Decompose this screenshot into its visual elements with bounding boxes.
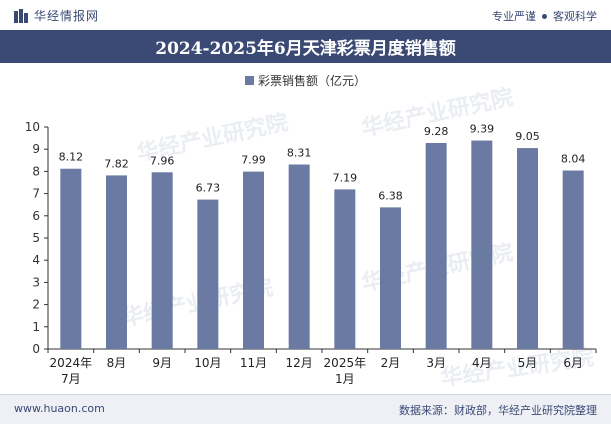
bar [288, 164, 310, 349]
data-label: 9.39 [470, 123, 495, 136]
y-tick-label: 3 [32, 275, 40, 289]
x-tick-label: 7月 [61, 372, 81, 386]
bar [380, 207, 401, 349]
y-tick-label: 1 [32, 320, 40, 334]
bar [106, 175, 127, 349]
x-tick-label: 2025年 [324, 356, 367, 370]
x-tick-label: 4月 [472, 356, 492, 370]
brand: 华经情报网 [14, 7, 99, 24]
tagline-left: 专业严谨 [492, 10, 536, 23]
data-label: 6.73 [196, 182, 221, 195]
data-label: 8.04 [561, 153, 586, 166]
y-tick-label: 10 [25, 120, 40, 134]
y-tick-label: 9 [32, 142, 40, 156]
chart-title-bar: 2024-2025年6月天津彩票月度销售额 [0, 30, 611, 63]
x-tick-label: 10月 [194, 356, 221, 370]
footer-source: 数据来源：财政部，华经产业研究院整理 [399, 404, 597, 417]
data-label: 9.28 [424, 125, 449, 138]
y-tick-label: 2 [32, 298, 40, 312]
top-bar: 华经情报网 专业严谨 客观科学 [0, 0, 611, 30]
x-tick-label: 12月 [286, 356, 313, 370]
x-tick-label: 8月 [107, 356, 127, 370]
data-label: 8.12 [59, 151, 84, 164]
chart-legend: 彩票销售额（亿元） [0, 70, 611, 90]
data-label: 9.05 [515, 130, 540, 143]
data-label: 7.82 [104, 157, 129, 170]
x-tick-label: 1月 [335, 372, 355, 386]
bar [562, 170, 584, 349]
tagline: 专业严谨 客观科学 [492, 8, 597, 24]
footer: www.huaon.com 数据来源：财政部，华经产业研究院整理 [0, 394, 611, 424]
x-tick-label: 2024年 [50, 356, 93, 370]
brand-logo-icon [14, 8, 28, 23]
x-tick-label: 5月 [518, 356, 538, 370]
data-label: 7.99 [241, 154, 266, 167]
legend-swatch-icon [244, 75, 254, 85]
chart-title: 2024-2025年6月天津彩票月度销售额 [155, 39, 456, 59]
bar-chart: 0 1 2 3 4 5 6 7 8 9 10 8.12 2024年 7月 7.82 8月 7.96 9月 6.73 1… [25, 120, 597, 386]
y-tick-label: 8 [32, 164, 40, 178]
x-tick-label: 11月 [240, 356, 267, 370]
y-tick-label: 6 [32, 209, 40, 223]
x-tick-label: 9月 [152, 356, 172, 370]
legend-label: 彩票销售额（亿元） [257, 73, 366, 88]
data-label: 7.19 [333, 171, 358, 184]
tagline-right: 客观科学 [553, 10, 597, 23]
x-tick-label: 2月 [381, 356, 401, 370]
data-label: 8.31 [287, 147, 312, 160]
bar [425, 142, 447, 349]
bar [60, 168, 82, 349]
y-tick-label: 5 [32, 231, 40, 245]
y-tick-label: 0 [32, 342, 40, 356]
bar [517, 148, 538, 349]
brand-name: 华经情报网 [34, 9, 100, 23]
bar [471, 140, 493, 349]
y-tick-label: 7 [32, 187, 40, 201]
tagline-dot-icon [542, 13, 547, 19]
bar [151, 172, 173, 349]
y-tick-label: 4 [32, 253, 40, 267]
bar [197, 199, 219, 349]
x-tick-label: 6月 [563, 356, 583, 370]
bar [243, 171, 264, 349]
data-label: 7.96 [150, 154, 175, 167]
data-label: 6.38 [378, 189, 403, 202]
x-tick-label: 3月 [426, 356, 446, 370]
bar [334, 189, 356, 349]
footer-url[interactable]: www.huaon.com [14, 402, 105, 415]
